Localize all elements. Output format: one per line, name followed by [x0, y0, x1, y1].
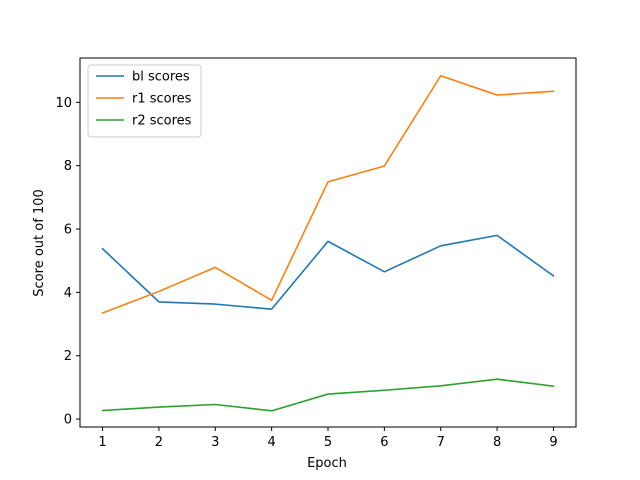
- series-layer: [101, 74, 555, 412]
- x-tick-label: 2: [155, 435, 163, 450]
- series-line-2: [101, 378, 555, 412]
- legend-label-0: bl scores: [132, 70, 190, 85]
- x-tick-label: 6: [380, 435, 388, 450]
- axes-layer: 1 2 3 4 5 6 7 8 9 0 2 4 6 8 10: [55, 57, 577, 450]
- legend-box: [87, 64, 202, 138]
- y-tick-label: 2: [64, 349, 72, 364]
- legend-label-2: r2 scores: [132, 114, 192, 129]
- x-tick-label: 5: [324, 435, 332, 450]
- x-tick-label: 1: [98, 435, 106, 450]
- legend: bl scores r1 scores r2 scores: [87, 64, 202, 138]
- y-tick-label: 4: [64, 286, 72, 301]
- y-axis-label: Score out of 100: [32, 189, 47, 296]
- legend-label-1: r1 scores: [132, 92, 192, 107]
- series-line-0: [101, 234, 555, 310]
- y-tick-label: 0: [64, 413, 72, 428]
- x-tick-label: 9: [549, 435, 557, 450]
- series-line-1: [101, 74, 555, 315]
- x-tick-label: 3: [211, 435, 219, 450]
- x-tick-label: 4: [267, 435, 275, 450]
- x-tick-label: 8: [493, 435, 501, 450]
- y-tick-label: 10: [55, 96, 72, 111]
- x-tick-label: 7: [437, 435, 445, 450]
- y-tick-label: 6: [64, 223, 72, 238]
- y-tick-label: 8: [64, 159, 72, 174]
- x-axis-label: Epoch: [307, 456, 347, 471]
